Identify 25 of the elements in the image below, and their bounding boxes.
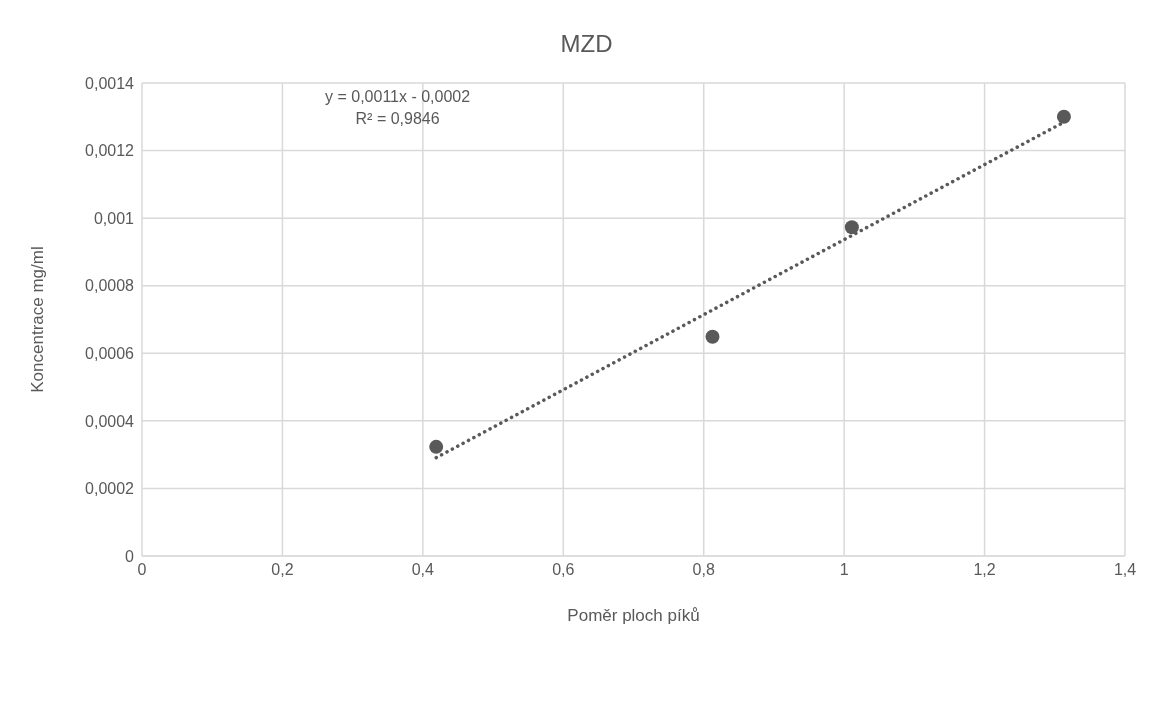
point [844,220,859,235]
y-tick-label: 0,0012 [85,142,135,160]
x-axis-title: Poměr ploch píků [567,606,700,625]
point [429,439,444,454]
y-tick-label: 0,0014 [85,74,135,92]
y-axis-title: Koncentrace mg/ml [28,246,48,393]
x-tick-label: 1,4 [1113,561,1137,579]
chart-title: MZD [559,30,614,58]
x-tick-label: 0 [137,561,147,579]
y-tick-label: 0,0008 [85,277,135,295]
y-tick-label: 0,0004 [85,412,135,430]
x-tick-label: 0,4 [411,561,435,579]
annotation: R² = 0,9846 [355,110,440,128]
y-tick-label: 0,0006 [85,344,135,362]
point [705,329,720,344]
y-tick-label: 0,0002 [85,480,135,498]
x-tick-label: 1,2 [973,561,996,579]
annotation: y = 0,0011x - 0,0002 [325,88,471,106]
x-tick-label: 1 [839,561,849,579]
x-tick-label: 0,8 [692,561,715,579]
y-tick-label: 0 [125,547,135,565]
point [1056,109,1071,124]
x-tick-label: 0,2 [271,561,294,579]
y-tick-label: 0,001 [93,209,135,227]
x-tick-label: 0,6 [552,561,575,579]
